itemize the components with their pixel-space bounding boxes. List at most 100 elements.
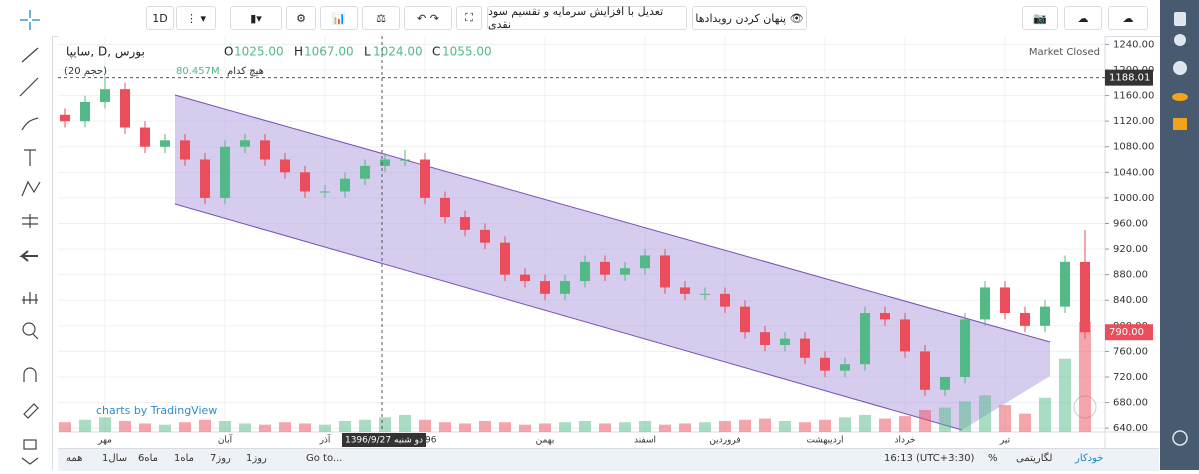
volume-value: 80.457M — [176, 66, 220, 77]
candle-body — [1020, 313, 1030, 326]
volume-bar — [179, 422, 191, 432]
volume-bar — [1019, 413, 1031, 432]
y-tick-label: 960.00 — [1113, 218, 1148, 229]
candle-body — [640, 255, 650, 269]
candle-body — [260, 140, 270, 160]
volume-bar — [1059, 358, 1071, 432]
y-tick-label: 720.00 — [1113, 372, 1148, 383]
y-tick-label: 1240.00 — [1113, 39, 1154, 50]
volume-bar — [699, 422, 711, 432]
range-button[interactable]: 1روز — [246, 453, 267, 464]
bottom-bar: Go to... 16:13 (UTC+3:30) % لگاریتمی خود… — [58, 448, 1159, 471]
x-tick-label: اردیبهشت — [806, 436, 843, 446]
volume-bar — [479, 421, 491, 432]
sidebar-icon[interactable] — [1174, 12, 1186, 26]
volume-ma: هیچ کدام — [227, 66, 264, 77]
candle-body — [200, 159, 210, 198]
candle-body — [80, 101, 90, 122]
x-tick-label: آبان — [218, 434, 233, 446]
candle-body — [180, 140, 190, 160]
candle-body — [800, 338, 810, 358]
volume-bar — [59, 422, 71, 432]
candle-body — [220, 146, 230, 198]
range-button[interactable]: 1سال — [102, 453, 128, 464]
y-tick-label: 680.00 — [1113, 398, 1148, 409]
candle-body — [960, 319, 970, 377]
indicators-button[interactable]: 📊 — [320, 6, 358, 30]
candle-body — [880, 313, 890, 320]
x-tick-label: بهمن — [536, 436, 555, 446]
fullscreen-button[interactable]: ⛶ — [456, 6, 482, 30]
volume-bar — [659, 424, 671, 432]
hide-events-label: پنهان کردن رویدادها — [695, 11, 787, 25]
price-tag — [1105, 69, 1153, 86]
volume-bar — [259, 424, 271, 432]
range-button[interactable]: همه — [66, 453, 83, 464]
candle-body — [680, 287, 690, 294]
chart-type-button[interactable]: ▮▾ — [230, 6, 282, 30]
interval-button[interactable]: 1D — [146, 6, 174, 30]
auto-toggle[interactable]: خودکار — [1075, 453, 1104, 464]
candle-body — [1000, 287, 1010, 314]
sidebar-icon[interactable] — [1174, 34, 1186, 46]
save-button[interactable]: ☁ — [1108, 6, 1148, 30]
tool-icon — [20, 10, 40, 30]
candle-body — [940, 376, 950, 390]
sidebar-icon[interactable] — [1173, 118, 1187, 130]
legend-ohlc: O 1025.00 H 1067.00 L 1024.00 C 1055.00 — [224, 45, 492, 59]
sidebar-icon[interactable] — [1173, 61, 1187, 75]
volume-bar — [119, 421, 131, 432]
candle-body — [340, 178, 350, 192]
sidebar-icon[interactable] — [1172, 430, 1188, 446]
candle-body — [840, 364, 850, 371]
candle-body — [120, 89, 130, 128]
cursor-date-tag — [342, 433, 426, 447]
interval-menu[interactable]: ⋮ ▾ — [176, 6, 216, 30]
x-tick-label: اسفند — [634, 436, 656, 446]
candle-body — [60, 114, 70, 122]
ohlc-key: O — [224, 45, 233, 59]
volume-bar — [199, 419, 211, 432]
range-button[interactable]: 6ماه — [138, 453, 159, 464]
hide-events-button[interactable]: پنهان کردن رویدادها 👁 — [692, 6, 807, 30]
snapshot-button[interactable]: 📷 — [1022, 6, 1058, 30]
load-button[interactable]: ☁ — [1064, 6, 1102, 30]
volume-bar — [999, 405, 1011, 432]
volume-bar — [359, 419, 371, 432]
compare-button[interactable]: ⚖ — [362, 6, 400, 30]
log-toggle[interactable]: لگاریتمی — [1016, 453, 1053, 464]
sidebar-icon[interactable] — [1172, 93, 1188, 101]
tool-icons — [19, 10, 41, 465]
volume-bar — [679, 423, 691, 432]
y-tick-label: 920.00 — [1113, 244, 1148, 255]
candle-body — [760, 332, 770, 346]
y-tick-label: 1080.00 — [1113, 142, 1154, 153]
channel-fill — [175, 95, 1050, 430]
volume-bar — [539, 423, 551, 432]
percent-toggle[interactable]: % — [988, 453, 998, 464]
settings-button[interactable]: ⚙ — [286, 6, 316, 30]
volume-bar — [919, 410, 931, 432]
y-tick-label: 760.00 — [1113, 346, 1148, 357]
volume-bar — [739, 419, 751, 432]
candle-body — [300, 172, 310, 192]
range-button[interactable]: 1ماه — [174, 453, 195, 464]
x-tick-label: فروردین — [709, 436, 740, 446]
range-button[interactable]: 7روز — [210, 453, 231, 464]
volume-bar — [239, 423, 251, 432]
candle-body — [660, 255, 670, 288]
candle-body — [740, 306, 750, 333]
ohlc-key: H — [294, 45, 303, 59]
y-tick-label: 1000.00 — [1113, 193, 1154, 204]
goto[interactable]: Go to... — [306, 453, 343, 464]
undo-redo[interactable]: ↶ ↷ — [404, 6, 452, 30]
y-tick-label: 1120.00 — [1113, 116, 1154, 127]
candle-body — [620, 268, 630, 275]
candle-body — [600, 261, 610, 275]
candle-body — [480, 229, 490, 243]
adjust-button[interactable]: تعدیل با افزایش سرمایه و تقسیم سود نقدی — [487, 5, 687, 31]
volume-bar — [319, 424, 331, 432]
last-price-label: 790.00 — [1109, 327, 1144, 338]
channel-line — [174, 94, 1051, 343]
